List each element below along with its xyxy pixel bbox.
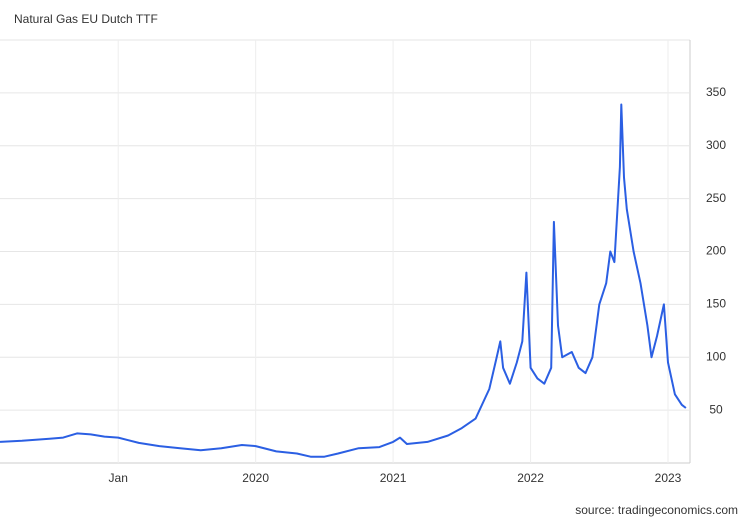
x-tick-label: 2023 — [655, 471, 682, 485]
y-tick-label: 350 — [706, 85, 726, 99]
y-tick-label: 100 — [706, 349, 726, 363]
source: source: tradingeconomics.com — [575, 503, 738, 517]
y-tick-label: 150 — [706, 297, 726, 311]
y-tick-label: 300 — [706, 138, 726, 152]
x-tick-label: 2020 — [242, 471, 269, 485]
price-line — [0, 103, 687, 458]
x-tick-label: 2021 — [380, 471, 407, 485]
x-tick-label: 2022 — [517, 471, 544, 485]
y-tick-label: 250 — [706, 191, 726, 205]
chart-title: Natural Gas EU Dutch TTF — [14, 12, 158, 26]
y-tick-label: 50 — [709, 402, 723, 416]
y-tick-label: 200 — [706, 244, 726, 258]
x-tick-label: Jan — [109, 471, 128, 485]
